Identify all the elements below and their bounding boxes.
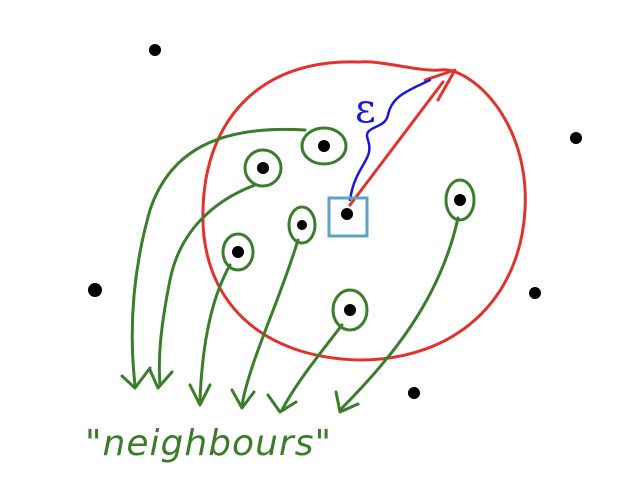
- data-point: [454, 194, 466, 206]
- data-points: [88, 44, 582, 399]
- neighbour-arrow: [230, 388, 256, 410]
- neighbour-ring: [221, 232, 255, 272]
- data-point: [149, 44, 161, 56]
- epsilon-brace: [348, 78, 432, 202]
- neighbour-arrow: [188, 383, 212, 407]
- neighbour-arrow: [198, 263, 232, 402]
- radius-arrowhead: [423, 68, 457, 102]
- neighbour-arrow: [280, 323, 344, 412]
- neighbour-ring: [243, 148, 283, 188]
- neighbour-arrow: [130, 127, 307, 387]
- neighbour-arrow: [240, 238, 300, 407]
- neighbour-arrow: [120, 366, 152, 390]
- center-point: [341, 208, 353, 220]
- data-point: [529, 287, 541, 299]
- data-point: [570, 132, 582, 144]
- data-point: [344, 304, 356, 316]
- neighbour-arrow: [266, 393, 298, 414]
- neighbour-ring: [444, 178, 476, 222]
- neighbour-ring: [287, 205, 317, 245]
- neighbour-arrow: [338, 216, 460, 412]
- neighbour-arrows: [120, 127, 460, 414]
- epsilon-label: ε: [355, 86, 376, 132]
- data-point: [232, 246, 244, 258]
- data-point: [318, 140, 330, 152]
- center-point-box: [327, 196, 369, 238]
- neighbours-label: "neighbours": [85, 423, 332, 464]
- neighbour-ring: [331, 288, 369, 332]
- neighbour-arrow: [157, 183, 257, 387]
- epsilon-circle: [201, 60, 527, 362]
- data-point: [408, 387, 420, 399]
- data-point: [257, 162, 269, 174]
- neighbour-marks: [221, 126, 476, 332]
- neighbour-arrow: [148, 368, 174, 390]
- radius-arrow: [348, 80, 445, 207]
- data-point: [88, 283, 102, 297]
- neighbour-arrow: [334, 390, 360, 414]
- data-point: [297, 220, 307, 230]
- neighbour-ring: [300, 126, 348, 166]
